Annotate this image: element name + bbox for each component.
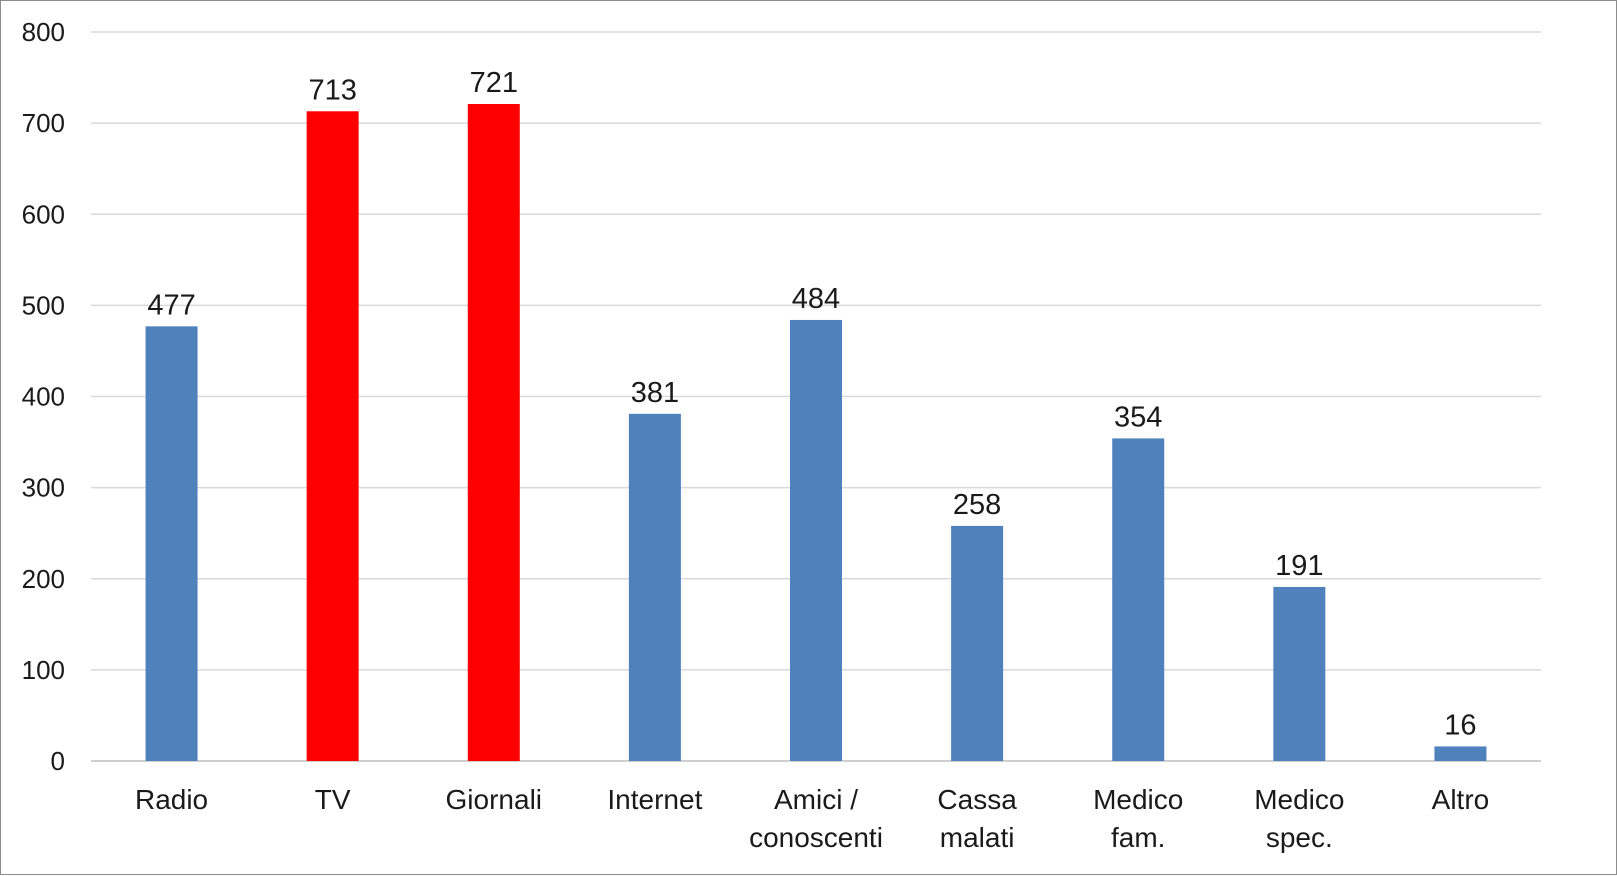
y-tick-label: 500 <box>22 290 65 320</box>
y-tick-label: 700 <box>22 108 65 138</box>
x-tick-label: Radio <box>135 784 208 815</box>
x-tick-label-line: Medico <box>1254 784 1344 815</box>
y-tick-label: 300 <box>22 473 65 503</box>
bar <box>1434 746 1487 761</box>
x-tick-label: Altro <box>1432 784 1490 815</box>
x-tick-label-line: malati <box>940 822 1015 853</box>
x-tick-label-line: Amici / <box>774 784 858 815</box>
x-tick-label: Internet <box>607 784 702 815</box>
x-axis: Radio TV Giornali Internet Amici / conoscenti… <box>135 784 1489 853</box>
x-tick-label-line: Altro <box>1432 784 1490 815</box>
data-label: 258 <box>953 489 1001 521</box>
x-tick-label-line: spec. <box>1266 822 1333 853</box>
y-tick-label: 100 <box>22 655 65 685</box>
x-tick-label: Medico spec. <box>1254 784 1344 853</box>
data-label: 16 <box>1444 709 1476 741</box>
x-tick-label-line: fam. <box>1111 822 1165 853</box>
bar <box>1112 438 1165 761</box>
y-axis: 0 100 200 300 400 500 600 700 800 <box>22 17 65 776</box>
data-label: 477 <box>147 289 195 321</box>
x-tick-label-line: Radio <box>135 784 208 815</box>
x-tick-label-line: conoscenti <box>749 822 883 853</box>
x-tick-label: TV <box>315 784 351 815</box>
bar <box>145 326 198 761</box>
data-labels: 477 713 721 381 484 258 354 191 16 <box>147 67 1476 741</box>
x-tick-label-line: TV <box>315 784 351 815</box>
x-tick-label-line: Internet <box>607 784 702 815</box>
bar <box>467 103 520 761</box>
bar <box>1273 586 1326 761</box>
bar <box>306 111 359 761</box>
bar <box>628 413 681 761</box>
y-tick-label: 800 <box>22 17 65 47</box>
x-tick-label-line: Giornali <box>446 784 542 815</box>
x-tick-label: Giornali <box>446 784 542 815</box>
data-label: 381 <box>631 377 679 409</box>
bar <box>951 525 1004 761</box>
x-tick-label-line: Cassa <box>937 784 1017 815</box>
data-label: 354 <box>1114 401 1162 433</box>
x-tick-label: Cassa malati <box>937 784 1017 853</box>
y-tick-label: 200 <box>22 564 65 594</box>
y-tick-label: 600 <box>22 199 65 229</box>
bar <box>790 319 842 761</box>
x-tick-label: Amici / conoscenti <box>749 784 883 853</box>
data-label: 191 <box>1275 550 1323 582</box>
bars <box>145 103 1487 761</box>
y-tick-label: 0 <box>51 746 65 776</box>
x-tick-label-line: Medico <box>1093 784 1183 815</box>
y-tick-label: 400 <box>22 382 65 412</box>
x-tick-label: Medico fam. <box>1093 784 1183 853</box>
data-label: 721 <box>470 67 518 99</box>
data-label: 713 <box>308 74 356 106</box>
data-label: 484 <box>792 283 840 315</box>
